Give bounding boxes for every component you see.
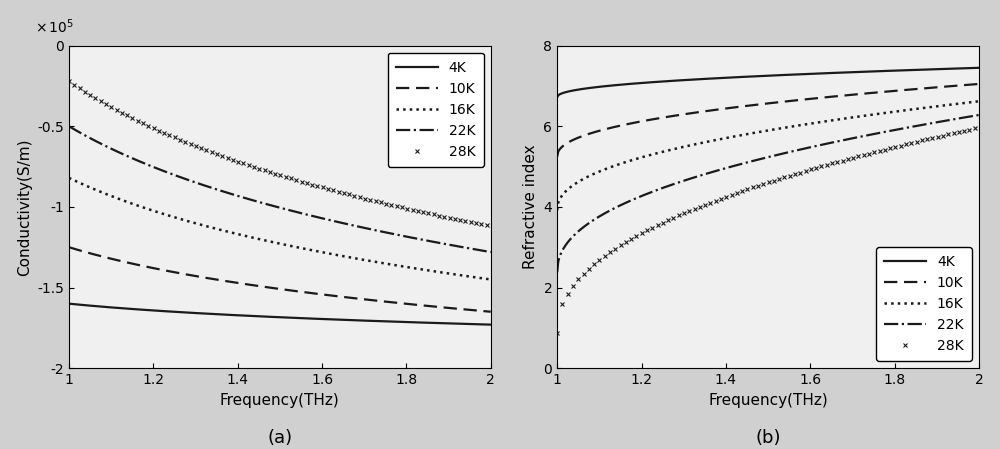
10K xyxy=(370,298,382,303)
22K xyxy=(689,175,701,180)
4K xyxy=(689,77,701,82)
28K xyxy=(551,330,563,335)
28K xyxy=(63,79,75,84)
Text: (a): (a) xyxy=(267,429,292,447)
16K xyxy=(718,136,730,141)
Y-axis label: Refractive index: Refractive index xyxy=(523,145,538,269)
4K xyxy=(858,69,870,75)
10K xyxy=(114,258,126,264)
22K xyxy=(551,269,563,275)
10K xyxy=(858,91,870,97)
4K xyxy=(370,318,382,324)
16K xyxy=(230,231,242,236)
Line: 4K: 4K xyxy=(69,304,491,325)
16K xyxy=(367,259,379,264)
16K xyxy=(114,197,126,202)
22K xyxy=(370,228,382,233)
4K xyxy=(551,95,563,100)
4K xyxy=(63,301,75,306)
22K xyxy=(718,166,730,171)
10K xyxy=(689,110,701,115)
10K xyxy=(230,280,242,286)
X-axis label: Frequency(THz): Frequency(THz) xyxy=(220,392,340,408)
16K xyxy=(817,119,829,124)
Line: 28K: 28K xyxy=(555,125,981,335)
16K xyxy=(63,175,75,180)
16K xyxy=(856,114,868,119)
28K xyxy=(973,125,985,130)
10K xyxy=(602,126,614,131)
10K xyxy=(817,95,829,100)
22K xyxy=(114,150,126,155)
16K xyxy=(602,166,614,171)
10K xyxy=(485,309,497,314)
Legend: 4K, 10K, 16K, 22K, 28K: 4K, 10K, 16K, 22K, 28K xyxy=(388,53,484,167)
22K xyxy=(63,123,75,129)
4K xyxy=(230,313,242,318)
4K xyxy=(817,70,829,76)
28K xyxy=(370,198,382,204)
Line: 28K: 28K xyxy=(67,79,493,229)
10K xyxy=(200,275,212,281)
28K xyxy=(114,109,126,114)
Text: $\times\,10^5$: $\times\,10^5$ xyxy=(35,18,74,36)
16K xyxy=(485,277,497,282)
Line: 10K: 10K xyxy=(557,84,979,157)
16K xyxy=(551,207,563,213)
28K xyxy=(856,153,868,158)
22K xyxy=(200,183,212,189)
4K xyxy=(114,305,126,311)
10K xyxy=(718,106,730,111)
22K xyxy=(817,142,829,147)
Legend: 4K, 10K, 16K, 22K, 28K: 4K, 10K, 16K, 22K, 28K xyxy=(876,247,972,361)
Line: 16K: 16K xyxy=(69,178,491,279)
4K xyxy=(718,75,730,80)
28K xyxy=(817,163,829,169)
10K xyxy=(551,154,563,159)
Text: (b): (b) xyxy=(755,429,781,447)
28K xyxy=(689,206,701,211)
22K xyxy=(328,219,340,224)
10K xyxy=(973,81,985,87)
28K xyxy=(328,188,340,193)
10K xyxy=(856,91,868,97)
28K xyxy=(485,224,497,229)
28K xyxy=(367,198,379,203)
Line: 22K: 22K xyxy=(69,126,491,252)
10K xyxy=(367,298,379,303)
Line: 16K: 16K xyxy=(557,101,979,210)
16K xyxy=(858,113,870,119)
28K xyxy=(718,195,730,200)
10K xyxy=(328,293,340,299)
16K xyxy=(973,99,985,104)
28K xyxy=(230,158,242,163)
22K xyxy=(858,133,870,139)
4K xyxy=(200,311,212,317)
4K xyxy=(602,83,614,88)
16K xyxy=(689,142,701,147)
4K xyxy=(367,318,379,324)
4K xyxy=(328,317,340,322)
28K xyxy=(858,152,870,158)
X-axis label: Frequency(THz): Frequency(THz) xyxy=(708,392,828,408)
4K xyxy=(485,322,497,327)
16K xyxy=(370,259,382,264)
22K xyxy=(973,112,985,118)
22K xyxy=(856,134,868,139)
16K xyxy=(328,252,340,257)
Y-axis label: Conductivity(S/m): Conductivity(S/m) xyxy=(17,138,32,276)
22K xyxy=(602,209,614,214)
22K xyxy=(485,249,497,255)
10K xyxy=(63,245,75,250)
22K xyxy=(367,227,379,233)
16K xyxy=(200,224,212,229)
28K xyxy=(200,147,212,153)
Line: 4K: 4K xyxy=(557,68,979,97)
Line: 10K: 10K xyxy=(69,247,491,312)
22K xyxy=(230,193,242,198)
28K xyxy=(602,251,614,256)
4K xyxy=(973,65,985,70)
4K xyxy=(856,69,868,75)
Line: 22K: 22K xyxy=(557,115,979,272)
